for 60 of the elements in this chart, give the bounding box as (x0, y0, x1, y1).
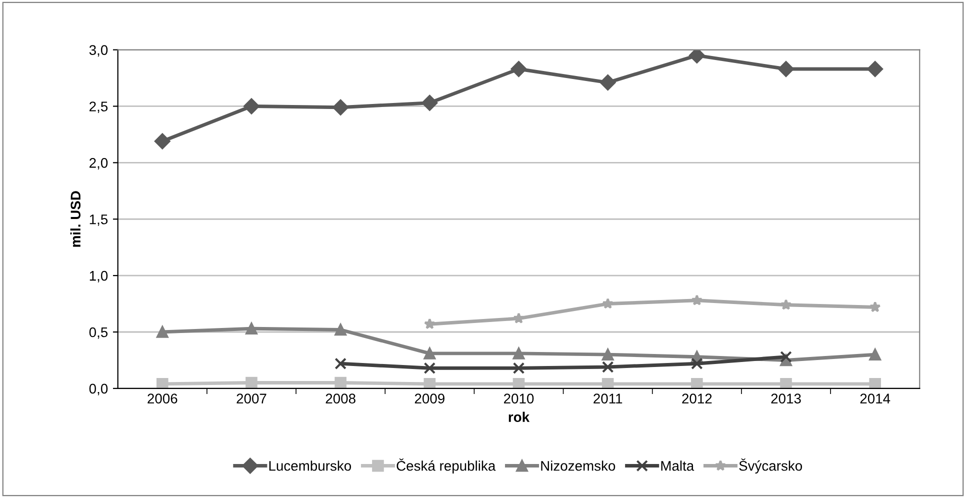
y-tick-label: 1,0 (90, 270, 108, 282)
point (424, 378, 436, 388)
point (513, 312, 524, 324)
point (512, 362, 525, 374)
x-tick-label: 2007 (236, 394, 266, 404)
point (424, 348, 436, 360)
x-tick-label: 2010 (504, 394, 534, 404)
point (424, 362, 436, 374)
point (691, 378, 703, 388)
legend-label: Česká republika (396, 458, 496, 474)
point (691, 358, 703, 370)
point (156, 326, 168, 338)
y-axis-title: mil. USD (70, 191, 81, 247)
legend-label: Malta (661, 460, 694, 471)
x-tick-label: 2011 (594, 394, 622, 404)
y-tick-label: 1,5 (90, 214, 108, 226)
point (246, 376, 258, 388)
point (688, 50, 705, 64)
point (867, 61, 884, 77)
point (600, 74, 616, 90)
x-tick-label: 2008 (326, 394, 356, 404)
point (602, 348, 614, 360)
point (334, 376, 346, 388)
legend-label: Nizozemsko (541, 460, 616, 471)
y-tick-label: 0,5 (89, 327, 108, 339)
x-tick-label: 2006 (148, 394, 178, 404)
point (246, 322, 258, 335)
x-tick-label: 2013 (771, 394, 801, 404)
point (602, 298, 614, 309)
legend-label: Švýcarsko (739, 458, 802, 474)
point (780, 299, 792, 310)
point (869, 301, 881, 312)
point (691, 294, 703, 306)
point (602, 378, 614, 388)
point (780, 378, 792, 388)
y-tick-label: 0,0 (89, 384, 108, 396)
point (424, 318, 436, 330)
point (334, 324, 346, 336)
y-tick-label: 3,0 (89, 45, 108, 57)
x-tick-label: 2014 (860, 394, 890, 404)
point (780, 350, 792, 363)
point (332, 99, 348, 116)
point (422, 94, 438, 111)
point (869, 378, 881, 388)
point (602, 361, 614, 373)
point (156, 378, 168, 388)
x-tick-label: 2012 (682, 394, 712, 404)
x-axis-title: rok (508, 412, 530, 422)
y-tick-label: 2,0 (90, 158, 108, 170)
point (154, 133, 170, 150)
point (334, 358, 346, 370)
point (512, 378, 525, 388)
y-tick-label: 2,5 (90, 102, 108, 114)
x-tick-label: 2009 (414, 394, 444, 404)
point (869, 348, 881, 360)
point (778, 61, 794, 77)
point (510, 61, 527, 77)
point (244, 98, 260, 114)
point (512, 348, 525, 360)
legend-label: Lucembursko (269, 460, 352, 471)
